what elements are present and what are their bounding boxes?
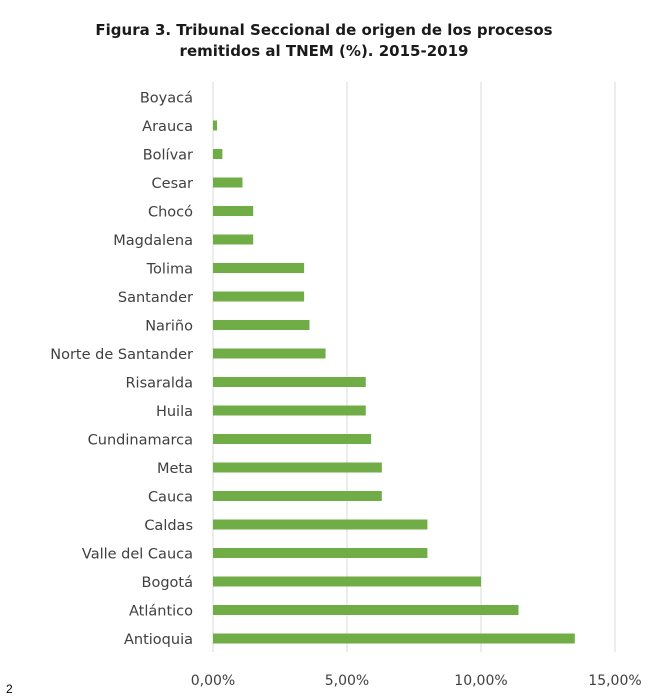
category-label: Santander [118,290,193,306]
category-label: Arauca [142,119,193,135]
category-label: Boyacá [140,91,193,107]
bar [213,234,254,245]
category-label: Valle del Cauca [82,547,193,563]
category-label: Cesar [152,176,193,192]
bar [213,291,305,302]
category-label: Nariño [145,319,193,335]
x-tick-label: 15,00% [588,673,641,689]
bar [213,462,382,473]
chart-title: Figura 3. Tribunal Seccional de origen d… [0,20,648,62]
bar [213,519,428,530]
category-label: Norte de Santander [50,347,193,363]
bar [213,377,366,387]
category-label: Antioquia [124,632,193,648]
category-label: Cauca [148,490,193,506]
bar [213,405,366,416]
category-label: Bolívar [143,148,193,164]
category-label: Cundinamarca [88,433,193,449]
bar [213,120,218,131]
category-label: Caldas [144,518,193,534]
category-label: Risaralda [125,376,193,392]
category-label: Magdalena [113,233,193,249]
bar [213,177,243,188]
bar [213,576,481,587]
category-label: Atlántico [129,604,193,620]
bar [213,605,519,615]
bar [213,320,310,330]
bar [213,548,428,558]
category-label: Bogotá [142,575,193,591]
x-tick-label: 10,00% [454,673,507,689]
bar [213,149,223,159]
chart-title-line-2: remitidos al TNEM (%). 2015-2019 [179,42,469,60]
page-number: 2 [6,682,13,696]
bar [213,434,372,444]
chart-title-line-1: Figura 3. Tribunal Seccional de origen d… [95,21,553,39]
category-label: Meta [157,461,193,477]
category-label: Chocó [148,205,193,221]
bar [213,633,575,644]
bar [213,263,305,273]
bar [213,206,254,216]
bar [213,491,382,501]
bar [213,348,326,359]
x-tick-label: 0,00% [191,673,235,689]
category-label: Tolima [146,262,193,278]
category-label: Huila [156,404,193,420]
x-tick-label: 5,00% [325,673,369,689]
